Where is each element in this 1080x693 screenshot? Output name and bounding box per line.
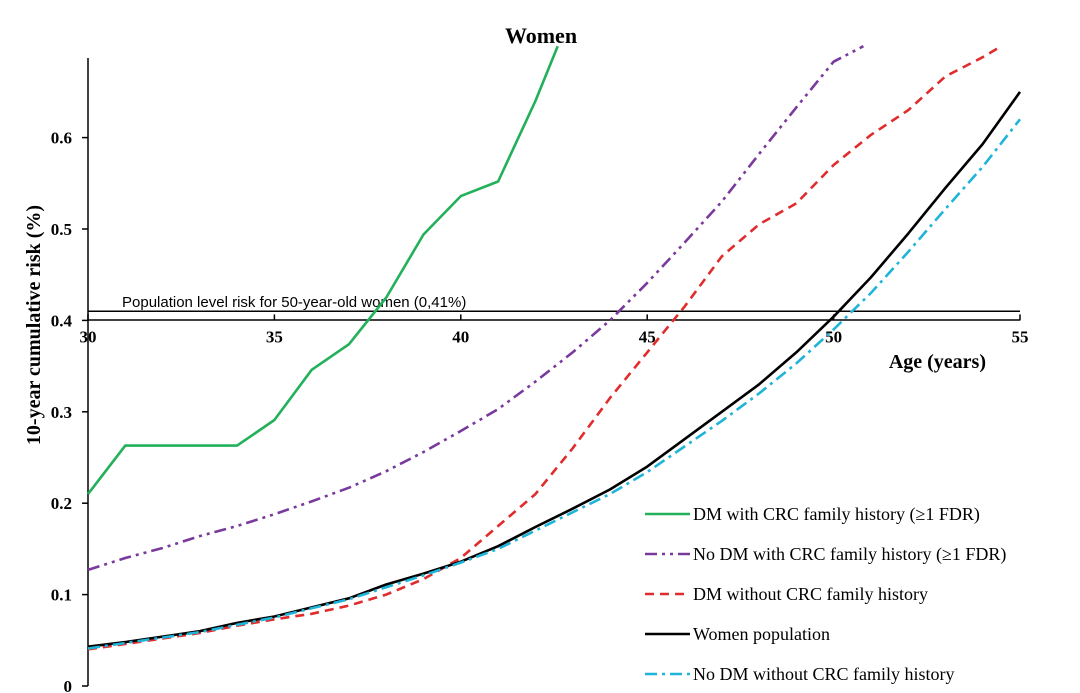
series-line-5 bbox=[87, 118, 1022, 650]
legend: DM with CRC family history (≥1 FDR) No DM… bbox=[645, 504, 1006, 684]
legend-label: No DM without CRC family history bbox=[693, 664, 955, 684]
legend-label: No DM with CRC family history (≥1 FDR) bbox=[693, 544, 1006, 565]
y-tick-label: 0.2 bbox=[51, 494, 72, 513]
x-tick-label: 40 bbox=[452, 327, 469, 346]
y-tick-label: 0.6 bbox=[51, 129, 72, 148]
x-tick-label: 45 bbox=[639, 327, 656, 346]
legend-label: Women population bbox=[693, 624, 830, 644]
x-axis-title: Age (years) bbox=[889, 351, 986, 373]
y-axis-title: 10-year cumulative risk (%) bbox=[23, 205, 45, 445]
legend-label: DM without CRC family history bbox=[693, 584, 928, 604]
x-tick-label: 30 bbox=[80, 327, 97, 346]
x-tick-label: 35 bbox=[266, 327, 283, 346]
x-tick-label: 50 bbox=[825, 327, 842, 346]
chart-title: Women bbox=[505, 23, 577, 48]
y-tick-label: 0.1 bbox=[51, 586, 72, 605]
series-group bbox=[86, 45, 1022, 651]
y-tick-group: 0 0.1 0.2 0.3 0.4 0.5 0.6 bbox=[51, 129, 88, 693]
reference-line-label: Population level risk for 50-year-old wo… bbox=[122, 294, 466, 311]
series-line-2 bbox=[87, 45, 864, 572]
y-tick-label: 0.4 bbox=[51, 311, 73, 330]
x-tick-group: 30 35 40 45 50 55 bbox=[80, 314, 1029, 346]
series-line-1 bbox=[86, 45, 559, 495]
y-tick-label: 0.3 bbox=[51, 403, 72, 422]
series-line-4 bbox=[87, 91, 1022, 648]
legend-label: DM with CRC family history (≥1 FDR) bbox=[693, 504, 980, 525]
x-tick-label: 55 bbox=[1012, 327, 1029, 346]
y-tick-label: 0 bbox=[64, 677, 73, 693]
y-tick-label: 0.5 bbox=[51, 220, 72, 239]
